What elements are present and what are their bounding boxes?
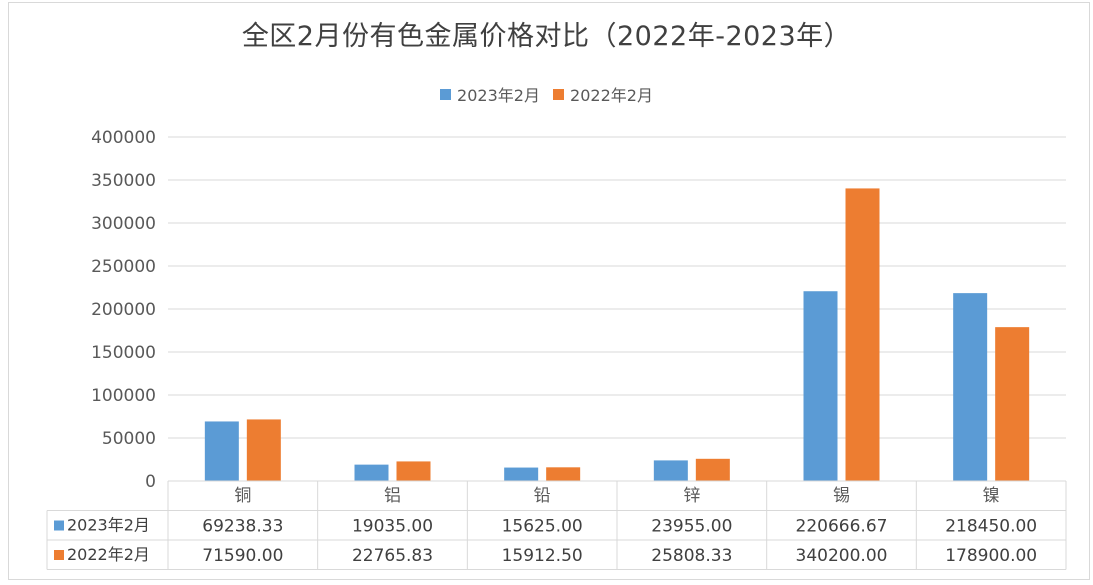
legend-swatch-2023: [440, 88, 452, 100]
y-tick-label: 200000: [91, 300, 156, 320]
chart-frame: [8, 2, 1090, 580]
y-tick-label: 100000: [91, 386, 156, 406]
y-tick-label: 150000: [91, 343, 156, 363]
table-cell: 19035.00: [352, 517, 433, 537]
bar-2023-4: [803, 291, 838, 481]
table-cell: 25808.33: [651, 546, 732, 566]
table-cell: 220666.67: [796, 517, 888, 537]
table-cell: 23955.00: [651, 517, 732, 537]
category-label: 铜: [234, 486, 251, 506]
bar-2023-3: [653, 460, 688, 481]
category-label: 锌: [683, 486, 700, 506]
bar-2023-5: [953, 293, 988, 481]
bar-2023-0: [204, 421, 239, 481]
y-tick-label: 300000: [91, 214, 156, 234]
table-row-label-2022: 2022年2月: [67, 545, 150, 564]
y-tick-label: 350000: [91, 171, 156, 191]
legend-item-2023: 2023年2月: [440, 82, 540, 106]
table-cell: 71590.00: [202, 546, 283, 566]
table-row-label-2023: 2023年2月: [67, 516, 150, 535]
table-cell: 15912.50: [502, 546, 583, 566]
category-label: 铅: [534, 486, 551, 506]
bar-2022-5: [995, 327, 1030, 481]
y-tick-label: 0: [145, 472, 156, 492]
category-label: 锡: [833, 486, 850, 506]
table-cell: 15625.00: [502, 517, 583, 537]
table-cell: 178900.00: [945, 546, 1037, 566]
y-tick-label: 400000: [91, 128, 156, 148]
legend-label-2022: 2022年2月: [570, 86, 653, 105]
table-cell: 69238.33: [202, 517, 283, 537]
table-legend-swatch-2022: [54, 550, 64, 560]
table-legend-swatch-2023: [54, 520, 64, 531]
bar-2022-3: [695, 458, 730, 481]
table-cell: 340200.00: [796, 546, 888, 566]
legend-label-2023: 2023年2月: [457, 86, 540, 105]
chart-legend: 2023年2月 2022年2月: [0, 82, 1093, 106]
bar-2022-1: [396, 461, 431, 481]
legend-swatch-2022: [553, 88, 565, 100]
y-tick-label: 250000: [91, 257, 156, 277]
table-cell: 218450.00: [945, 517, 1037, 537]
category-label: 铝: [384, 486, 401, 506]
y-tick-label: 50000: [102, 429, 156, 449]
chart-title: 全区2月份有色金属价格对比（2022年-2023年）: [241, 21, 852, 52]
legend-item-2022: 2022年2月: [553, 82, 653, 106]
bar-2022-4: [845, 188, 880, 482]
bar-2022-0: [246, 419, 281, 481]
bar-2023-1: [354, 464, 389, 481]
table-cell: 22765.83: [352, 546, 433, 566]
bar-2022-2: [546, 467, 581, 481]
category-label: 镍: [983, 486, 1000, 506]
bar-2023-2: [504, 467, 539, 481]
